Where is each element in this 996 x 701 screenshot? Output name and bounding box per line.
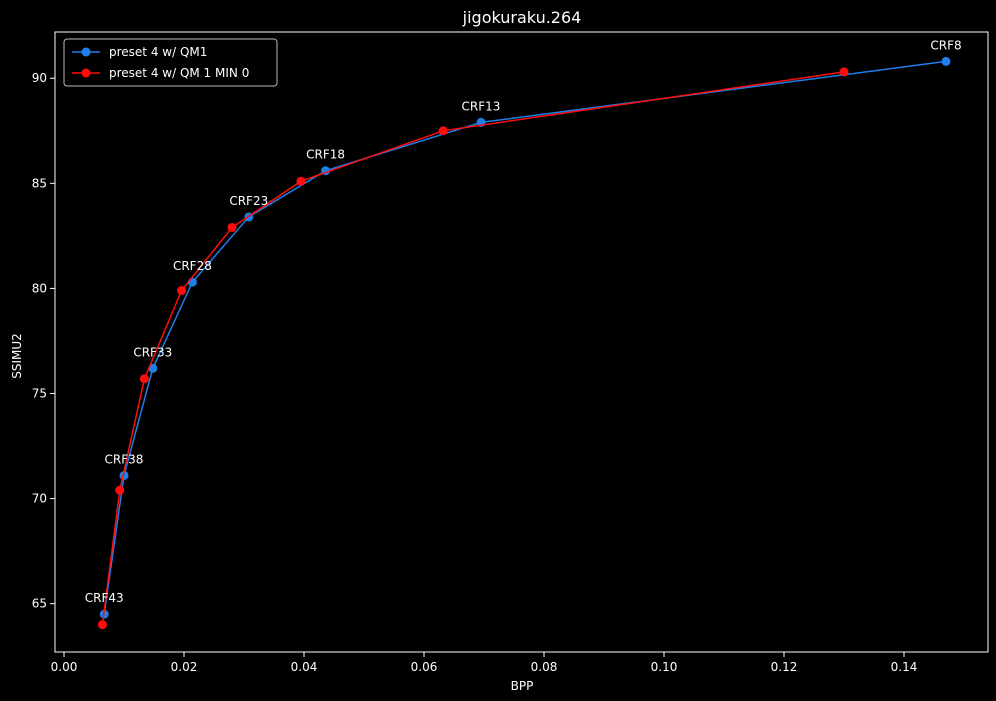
y-tick-label: 75 bbox=[32, 386, 47, 400]
legend-label-1: preset 4 w/ QM1 bbox=[109, 45, 207, 59]
x-tick-label: 0.14 bbox=[891, 660, 918, 674]
y-axis-label: SSIMU2 bbox=[10, 333, 24, 379]
crf-annotation: CRF23 bbox=[229, 194, 268, 208]
crf-annotation: CRF13 bbox=[462, 99, 501, 113]
legend-label-2: preset 4 w/ QM 1 MIN 0 bbox=[109, 66, 249, 80]
x-tick-label: 0.02 bbox=[171, 660, 198, 674]
series-2-point bbox=[438, 126, 448, 136]
crf-annotation: CRF28 bbox=[173, 259, 212, 273]
plot-frame bbox=[54, 31, 989, 653]
series-2-point bbox=[839, 67, 849, 77]
crf-annotation: CRF43 bbox=[85, 591, 124, 605]
legend-marker-1 bbox=[81, 47, 91, 57]
y-tick-label: 70 bbox=[32, 492, 47, 506]
series-2-point bbox=[296, 176, 306, 186]
crf-annotation: CRF38 bbox=[105, 452, 144, 466]
x-tick-label: 0.08 bbox=[531, 660, 558, 674]
x-tick-label: 0.00 bbox=[51, 660, 78, 674]
x-tick-label: 0.06 bbox=[411, 660, 438, 674]
series-2-point bbox=[115, 485, 125, 495]
y-tick-label: 80 bbox=[32, 281, 47, 295]
y-tick-label: 85 bbox=[32, 176, 47, 190]
x-axis-label: BPP bbox=[511, 679, 534, 693]
legend-box bbox=[63, 38, 278, 87]
series-2-point bbox=[97, 620, 107, 630]
series-1-point bbox=[119, 470, 129, 480]
crf-annotation: CRF33 bbox=[133, 345, 172, 359]
x-tick-label: 0.10 bbox=[651, 660, 678, 674]
series-2-point bbox=[227, 222, 237, 232]
x-tick-label: 0.12 bbox=[771, 660, 798, 674]
chart-title: jigokuraku.264 bbox=[462, 8, 582, 27]
y-tick-label: 90 bbox=[32, 71, 47, 85]
series-2-point bbox=[139, 374, 149, 384]
series-line-2 bbox=[101, 71, 845, 625]
series-1-point bbox=[941, 56, 951, 66]
y-tick-label: 65 bbox=[32, 597, 47, 611]
legend: preset 4 w/ QM1 preset 4 w/ QM 1 MIN 0 bbox=[63, 38, 278, 87]
series-2-point bbox=[177, 286, 187, 296]
crf-annotation: CRF8 bbox=[930, 38, 961, 52]
crf-annotation: CRF18 bbox=[306, 148, 345, 162]
x-tick-label: 0.04 bbox=[291, 660, 318, 674]
series-line-1 bbox=[103, 60, 947, 615]
plot-area: 0.00 0.02 0.04 0.06 0.08 0.10 0.12 0.14 65 70 75 80… bbox=[32, 31, 989, 674]
legend-marker-2 bbox=[81, 68, 91, 78]
